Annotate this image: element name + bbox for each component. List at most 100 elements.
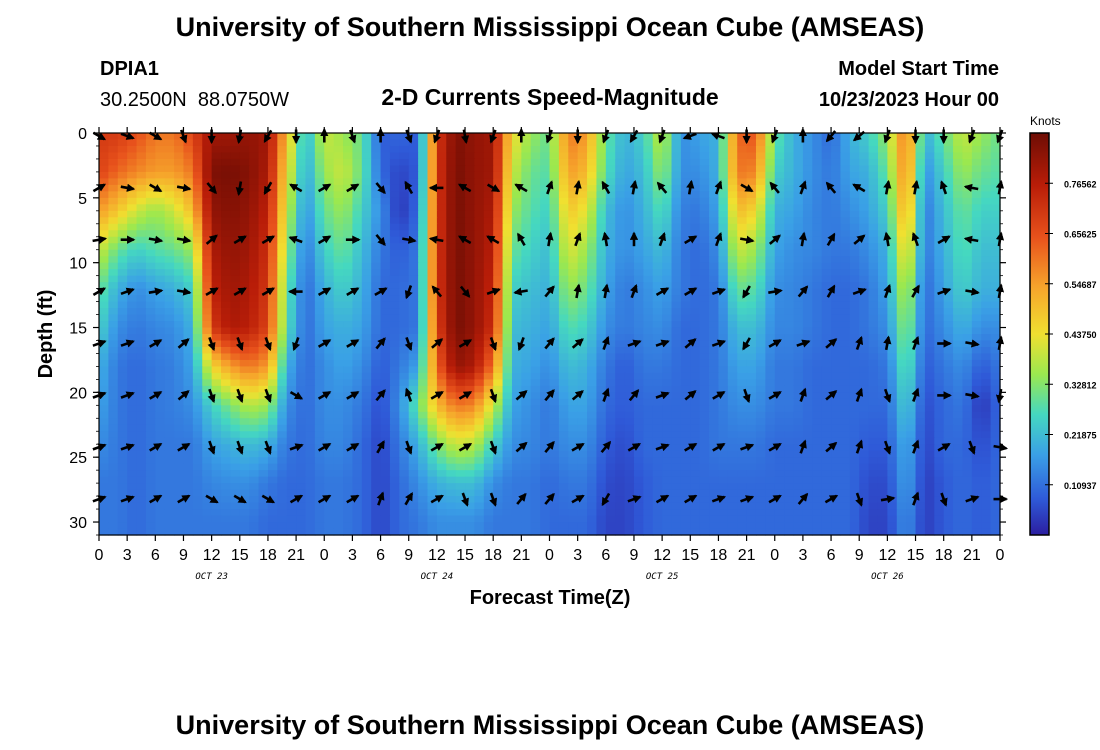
heatmap-cell: [258, 288, 269, 296]
heatmap-cell: [924, 450, 935, 458]
heatmap-cell: [990, 236, 1001, 244]
heatmap-cell: [549, 243, 560, 251]
heatmap-cell: [727, 437, 738, 445]
heatmap-cell: [727, 301, 738, 309]
heatmap-cell: [699, 210, 710, 218]
heatmap-cell: [408, 184, 419, 192]
heatmap-cell: [662, 372, 673, 380]
heatmap-cell: [230, 152, 241, 160]
heatmap-cell: [596, 366, 607, 374]
heatmap-cell: [418, 340, 429, 348]
heatmap-cell: [624, 334, 635, 342]
heatmap-cell: [915, 288, 926, 296]
heatmap-cell: [896, 217, 907, 225]
heatmap-cell: [211, 379, 222, 387]
heatmap-cell: [361, 444, 372, 452]
heatmap-cell: [136, 457, 147, 465]
heatmap-cell: [474, 204, 485, 212]
heatmap-cell: [221, 269, 231, 277]
heatmap-cell: [615, 437, 626, 445]
heatmap-cell: [99, 230, 109, 238]
heatmap-cell: [502, 405, 513, 413]
heatmap-cell: [671, 295, 682, 303]
heatmap-cell: [981, 133, 992, 141]
heatmap-cell: [249, 133, 260, 141]
heatmap-cell: [183, 405, 194, 413]
heatmap-cell: [314, 359, 325, 368]
heatmap-cell: [436, 366, 447, 374]
heatmap-cell: [812, 450, 823, 458]
heatmap-cell: [568, 392, 579, 400]
heatmap-cell: [521, 308, 532, 316]
heatmap-cell: [324, 431, 335, 439]
heatmap-cell: [333, 321, 344, 329]
heatmap-cell: [408, 269, 419, 277]
heatmap-cell: [277, 152, 288, 160]
heatmap-cell: [183, 353, 194, 361]
heatmap-cell: [540, 288, 551, 296]
heatmap-cell: [145, 158, 156, 167]
heatmap-cell: [502, 171, 513, 179]
heatmap-cell: [990, 379, 1001, 387]
heatmap-cell: [286, 178, 297, 186]
heatmap-cell: [577, 379, 588, 387]
heatmap-cell: [587, 379, 598, 387]
heatmap-cell: [643, 353, 654, 361]
heatmap-cell: [230, 282, 241, 290]
heatmap-cell: [633, 223, 644, 231]
heatmap-cell: [239, 424, 250, 432]
heatmap-cell: [812, 249, 823, 257]
heatmap-cell: [455, 249, 466, 257]
heatmap-cell: [962, 145, 973, 154]
heatmap-cell: [211, 340, 222, 348]
heatmap-cell: [389, 340, 400, 348]
heatmap-cell: [211, 295, 222, 303]
heatmap-cell: [802, 139, 813, 147]
heatmap-cell: [361, 269, 372, 277]
heatmap-cell: [343, 282, 354, 290]
heatmap-cell: [192, 236, 203, 244]
heatmap-cell: [746, 398, 757, 406]
heatmap-cell: [774, 178, 785, 186]
heatmap-cell: [155, 282, 166, 290]
heatmap-cell: [802, 418, 813, 426]
heatmap-cell: [605, 282, 616, 290]
heatmap-cell: [314, 204, 325, 212]
heatmap-cell: [408, 340, 419, 348]
heatmap-cell: [249, 340, 260, 348]
heatmap-cell: [427, 262, 438, 270]
heatmap-cell: [164, 444, 175, 452]
heatmap-cell: [305, 223, 316, 231]
heatmap-cell: [267, 197, 278, 205]
heatmap-cell: [361, 405, 372, 413]
heatmap-cell: [624, 204, 635, 212]
heatmap-cell: [408, 197, 419, 205]
heatmap-cell: [333, 444, 344, 452]
heatmap-cell: [371, 392, 382, 400]
heatmap-cell: [267, 385, 278, 393]
heatmap-cell: [812, 295, 823, 303]
heatmap-cell: [577, 346, 588, 355]
heatmap-cell: [258, 444, 269, 452]
heatmap-cell: [680, 359, 691, 368]
heatmap-cell: [680, 424, 691, 432]
heatmap-cell: [380, 346, 391, 355]
heatmap-cell: [474, 437, 485, 445]
heatmap-cell: [296, 334, 307, 342]
heatmap-cell: [211, 262, 222, 270]
heatmap-cell: [455, 463, 466, 471]
heatmap-cell: [971, 262, 982, 270]
heatmap-cell: [709, 269, 720, 277]
heatmap-cell: [436, 359, 447, 368]
heatmap-cell: [915, 405, 926, 413]
heatmap-cell: [774, 295, 785, 303]
heatmap-cell: [906, 288, 917, 296]
heatmap-cell: [962, 295, 973, 303]
heatmap-cell: [230, 457, 241, 465]
heatmap-cell: [530, 392, 541, 400]
heatmap-cell: [699, 158, 710, 167]
heatmap-cell: [587, 191, 598, 199]
heatmap-cell: [924, 210, 935, 218]
heatmap-cell: [436, 457, 447, 465]
heatmap-cell: [906, 359, 917, 368]
